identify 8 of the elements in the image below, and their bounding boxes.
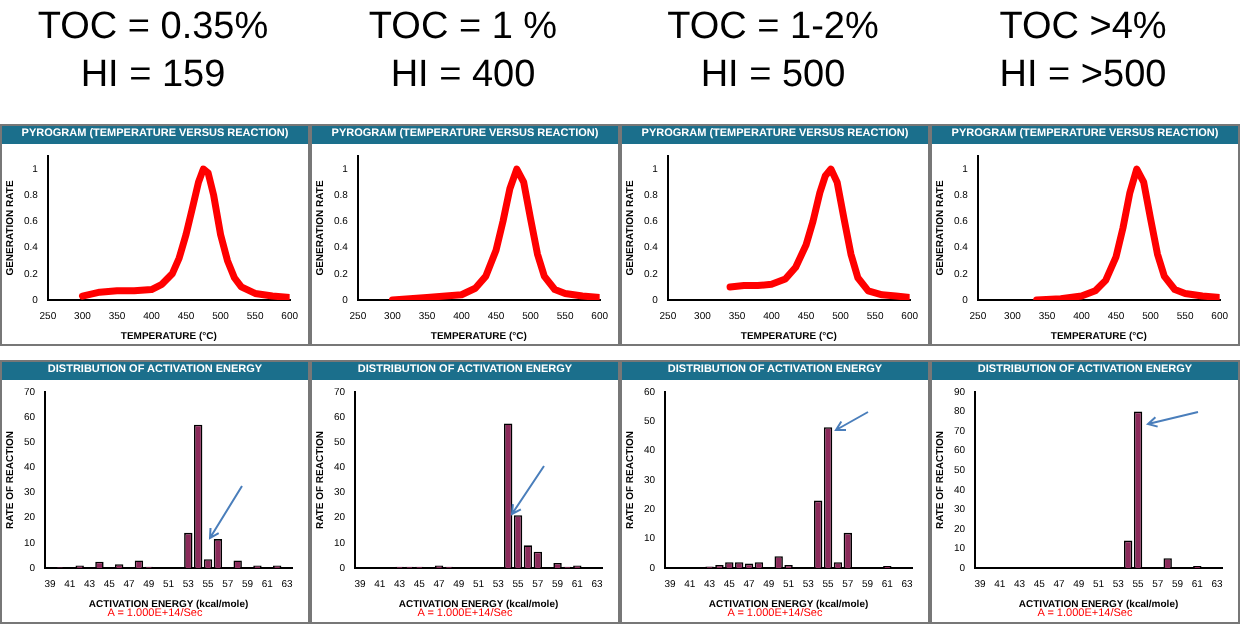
text: TOC = 1 %: [366, 4, 560, 52]
text: HI = >500: [997, 52, 1169, 100]
text: HI = 500: [698, 52, 848, 100]
text: TOC = 0.35%: [35, 4, 271, 52]
text: HI = 159: [78, 52, 228, 100]
text: TOC >4%: [997, 4, 1169, 52]
text: TOC = 1-2%: [665, 4, 881, 52]
text: HI = 400: [388, 52, 538, 100]
